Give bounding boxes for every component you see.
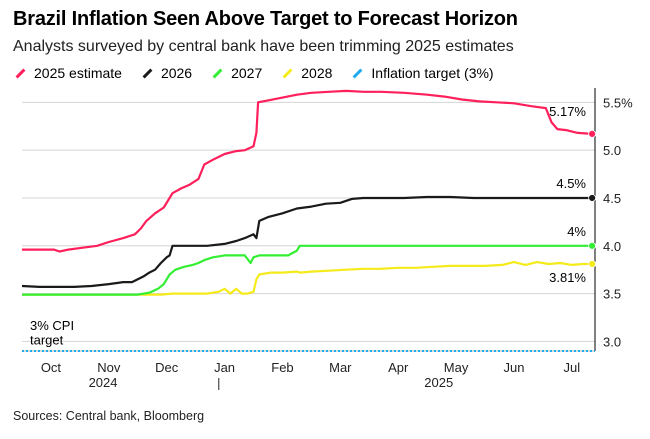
series-line-2025-estimate bbox=[22, 89, 593, 253]
x-tick-label: Jul bbox=[564, 360, 581, 375]
end-point-2 bbox=[588, 241, 597, 250]
y-tick-label: 5.0 bbox=[603, 143, 621, 158]
series-line-2026 bbox=[21, 195, 593, 288]
legend-item-2025: 2025 estimate bbox=[13, 65, 122, 81]
y-tick-label: 4.0 bbox=[603, 239, 621, 254]
series-line-2028 bbox=[22, 261, 593, 296]
legend-item-2027: 2027 bbox=[210, 65, 262, 81]
legend-item-2026: 2026 bbox=[140, 65, 192, 81]
end-label-2: 4% bbox=[567, 224, 586, 239]
chart-title: Brazil Inflation Seen Above Target to Fo… bbox=[13, 8, 518, 30]
end-point-3 bbox=[588, 260, 597, 268]
chart-source: Sources: Central bank, Bloomberg bbox=[13, 409, 205, 423]
legend-label-2027: 2027 bbox=[231, 65, 263, 81]
x-year-label: 2025 bbox=[424, 375, 453, 390]
x-year-label: 2024 bbox=[89, 375, 118, 390]
legend-item-2028: 2028 bbox=[280, 65, 332, 81]
chart-subtitle: Analysts surveyed by central bank have b… bbox=[13, 38, 514, 55]
end-point-1 bbox=[588, 194, 597, 202]
legend-label-2026: 2026 bbox=[160, 65, 193, 81]
chart-legend: 2025 estimate 2026 2027 2028 Inflation t… bbox=[13, 63, 512, 83]
x-tick-label: Nov bbox=[97, 360, 121, 375]
x-tick-label: Jun bbox=[503, 360, 524, 375]
x-tick-label: Apr bbox=[388, 360, 409, 375]
end-point-0 bbox=[588, 130, 597, 138]
end-label-1: 4.5% bbox=[556, 176, 586, 191]
x-tick-label: Feb bbox=[271, 360, 293, 375]
y-tick-label: 3.5 bbox=[603, 287, 621, 302]
legend-label-2028: 2028 bbox=[301, 65, 333, 81]
legend-label-target: Inflation target (3%) bbox=[371, 65, 494, 81]
x-tick-label: Mar bbox=[329, 360, 352, 375]
x-tick-label: May bbox=[444, 360, 469, 375]
x-tick-label: Oct bbox=[41, 360, 62, 375]
target-annotation: target bbox=[30, 333, 64, 348]
x-tick-label: Dec bbox=[155, 360, 179, 375]
x-tick-label: Jan bbox=[214, 360, 235, 375]
y-tick-label: 4.5 bbox=[603, 191, 621, 206]
end-label-0: 5.17% bbox=[549, 104, 586, 119]
legend-item-target: Inflation target (3%) bbox=[350, 65, 494, 81]
y-tick-label: 5.5% bbox=[603, 95, 633, 110]
series-line-2027 bbox=[22, 244, 593, 296]
end-label-3: 3.81% bbox=[549, 270, 586, 285]
legend-label-2025: 2025 estimate bbox=[34, 65, 122, 81]
target-annotation: 3% CPI bbox=[30, 318, 74, 333]
y-tick-label: 3.0 bbox=[603, 334, 621, 349]
